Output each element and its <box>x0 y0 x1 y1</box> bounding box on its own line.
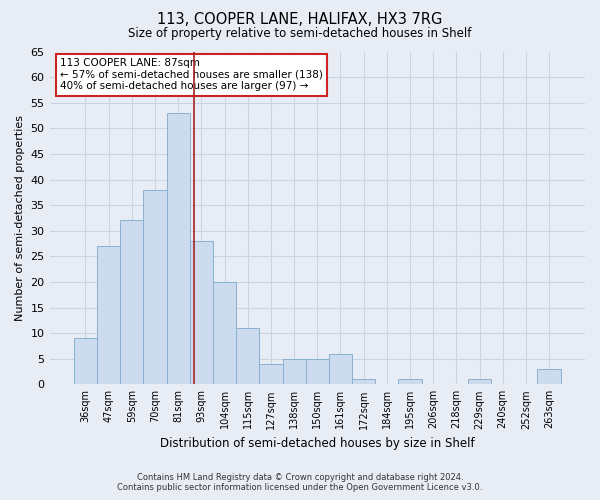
Bar <box>538 369 560 384</box>
X-axis label: Distribution of semi-detached houses by size in Shelf: Distribution of semi-detached houses by … <box>160 437 475 450</box>
Y-axis label: Number of semi-detached properties: Number of semi-detached properties <box>15 115 25 321</box>
Bar <box>468 379 491 384</box>
Bar <box>236 328 259 384</box>
Bar <box>352 379 375 384</box>
Text: 113, COOPER LANE, HALIFAX, HX3 7RG: 113, COOPER LANE, HALIFAX, HX3 7RG <box>157 12 443 28</box>
Bar <box>167 113 190 384</box>
Text: Size of property relative to semi-detached houses in Shelf: Size of property relative to semi-detach… <box>128 28 472 40</box>
Bar <box>329 354 352 384</box>
Text: Contains HM Land Registry data © Crown copyright and database right 2024.
Contai: Contains HM Land Registry data © Crown c… <box>118 473 482 492</box>
Text: 113 COOPER LANE: 87sqm
← 57% of semi-detached houses are smaller (138)
40% of se: 113 COOPER LANE: 87sqm ← 57% of semi-det… <box>60 58 323 92</box>
Bar <box>213 282 236 384</box>
Bar <box>190 241 213 384</box>
Bar <box>305 358 329 384</box>
Bar <box>97 246 120 384</box>
Bar <box>283 358 305 384</box>
Bar <box>143 190 167 384</box>
Bar <box>120 220 143 384</box>
Bar <box>74 338 97 384</box>
Bar <box>398 379 422 384</box>
Bar <box>259 364 283 384</box>
